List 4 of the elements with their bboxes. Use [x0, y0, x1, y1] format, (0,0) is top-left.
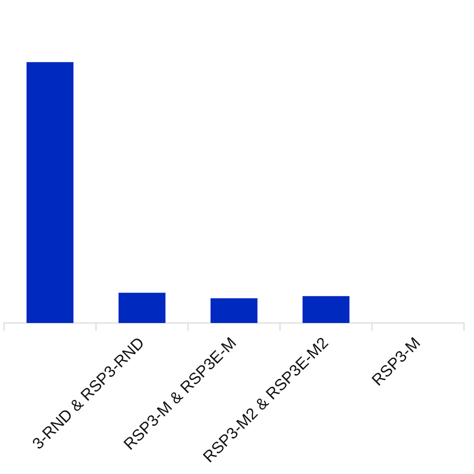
bar: [118, 292, 166, 323]
bar: [26, 62, 74, 323]
bar: [210, 298, 258, 323]
bar: [302, 296, 350, 323]
